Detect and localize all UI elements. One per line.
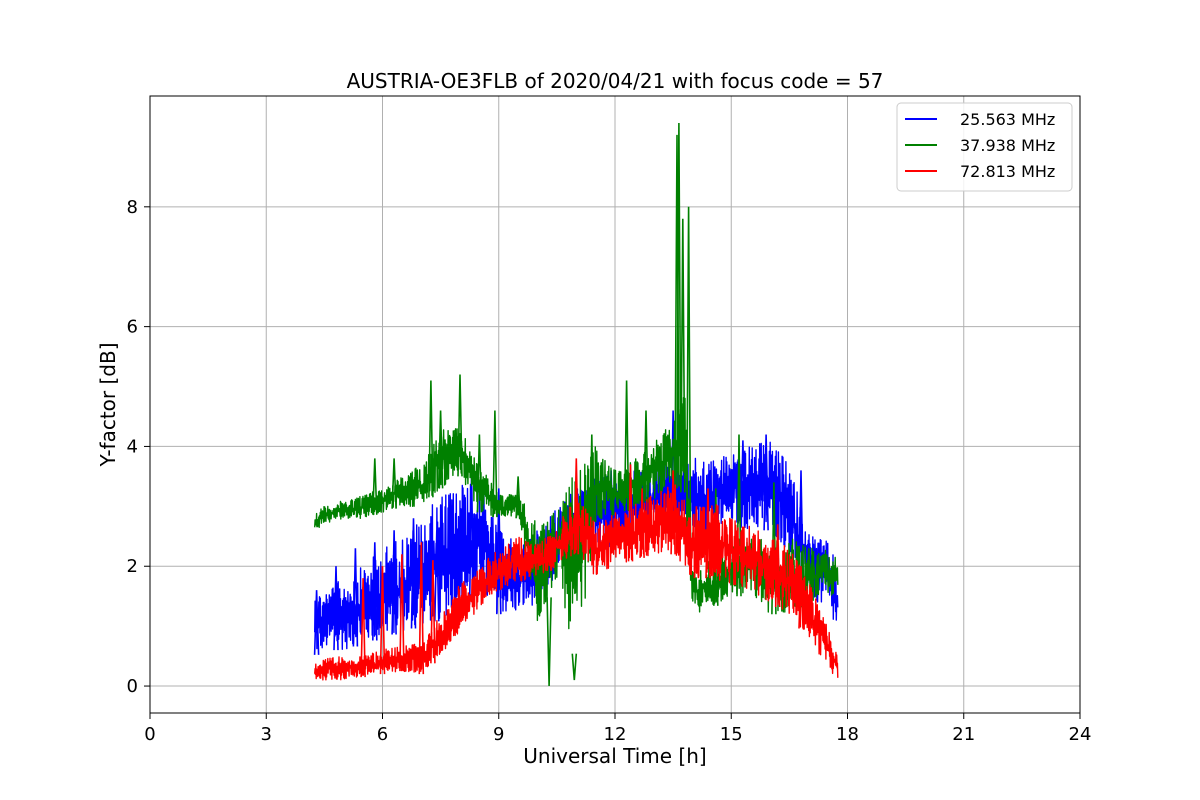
series-spike [379,566,386,675]
series-spike [573,458,580,555]
series-spike [546,597,552,687]
x-tick-label: 24 [1069,724,1092,745]
series-spike [798,470,804,584]
series-spike [372,542,378,641]
x-tick-label: 21 [952,724,975,745]
series-spike [391,458,397,509]
series-72-813-mhz [314,458,839,681]
series-spike [623,380,630,512]
series-spike [437,410,444,489]
x-tick-label: 3 [261,724,272,745]
series-spike [763,434,769,531]
x-axis-label: Universal Time [h] [523,744,706,768]
series-spike [806,548,812,603]
series-spike [492,410,498,518]
series-spike [798,566,804,629]
series-spike [774,524,781,608]
y-tick-label: 2 [127,556,138,577]
series-spike [627,464,634,562]
series-spike [410,518,417,629]
y-tick-label: 4 [127,436,138,457]
series-spike [352,548,359,647]
series-spike [639,488,645,558]
legend: 25.563 MHz 37.938 MHz 72.813 MHz [896,102,1073,192]
legend-entry: 25.563 MHz [960,110,1055,129]
series-spike [457,374,463,477]
y-tick-label: 8 [127,197,138,218]
series-spike [571,653,578,681]
y-axis-label: Y-factor [dB] [96,342,120,467]
series-spike [360,578,366,678]
y-tick-label: 0 [127,676,138,697]
series-spike [333,566,339,651]
legend-entry: 72.813 MHz [960,162,1055,181]
series-spike [643,410,649,503]
series-trace [314,484,839,681]
y-tick-label: 6 [127,317,138,338]
series-spike [546,536,552,572]
x-tick-label: 0 [144,724,155,745]
series-spike [391,530,397,635]
series-37-938-mhz [314,122,839,687]
legend-box [896,102,1073,192]
series-spike [430,560,436,664]
x-tick-label: 15 [720,724,743,745]
series-spike [693,506,700,579]
series-spike [434,530,440,622]
series-spike [372,458,378,515]
series-spike [418,542,425,675]
series-spike [705,488,711,579]
series-layer [313,122,839,687]
series-spike [676,122,682,489]
series-spike [670,470,676,555]
series-spike [680,218,686,493]
x-tick-label: 12 [604,724,627,745]
series-spike [589,434,595,552]
series-spike [313,590,320,655]
x-tick-label: 6 [377,724,388,745]
chart-title: AUSTRIA-OE3FLB of 2020/04/21 with focus … [347,69,884,93]
series-spike [428,380,434,498]
legend-entry: 37.938 MHz [960,136,1055,155]
series-spike [476,434,483,513]
series-spike [685,206,692,555]
series-spike [515,476,521,519]
x-tick-label: 9 [493,724,504,745]
series-spike [740,440,746,528]
series-spike [399,554,405,672]
x-tick-label: 18 [836,724,859,745]
